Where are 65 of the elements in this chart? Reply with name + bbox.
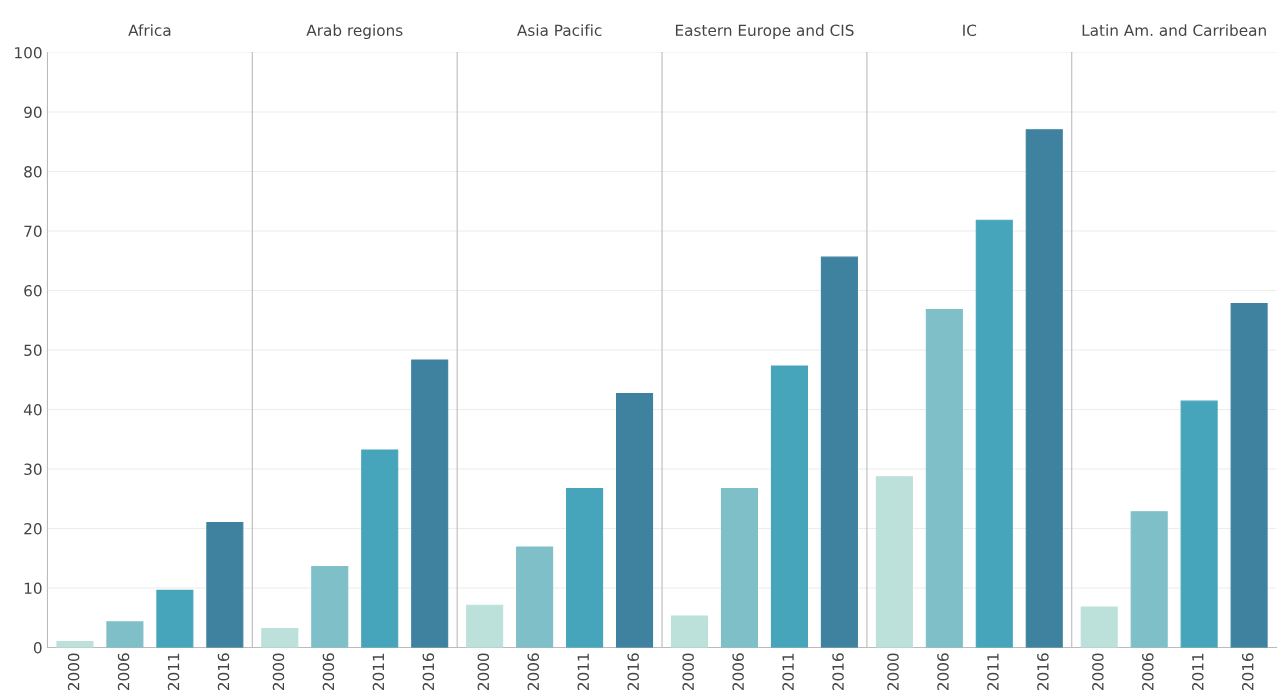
- x-tick-label: 2016: [217, 653, 230, 691]
- bar: [616, 392, 654, 648]
- bar: [156, 589, 194, 648]
- chart-title: Latin Am. and Carribean: [1082, 24, 1266, 37]
- bar: [411, 359, 449, 648]
- chart-title: IC: [963, 24, 977, 37]
- x-tick-label: 2006: [322, 653, 335, 691]
- y-tick-label: 100: [15, 46, 42, 59]
- y-tick-label: 20: [24, 522, 42, 535]
- chart-title: Africa: [128, 24, 171, 37]
- y-tick-label: 0: [33, 641, 42, 654]
- x-tick-label: 2016: [832, 653, 844, 691]
- bar: [1025, 129, 1063, 648]
- bar: [720, 488, 759, 648]
- y-tick-label: 60: [24, 284, 42, 297]
- x-tick-label: 2006: [937, 653, 949, 691]
- x-tick-label: 2006: [1142, 653, 1154, 691]
- x-tick-label: 2000: [682, 653, 694, 691]
- x-tick-label: 2000: [477, 653, 490, 691]
- bar: [770, 365, 808, 648]
- y-tick-label: 70: [24, 225, 42, 238]
- bar: [1180, 400, 1218, 648]
- x-tick-label: 2000: [67, 653, 80, 691]
- bar: [516, 546, 554, 648]
- bar: [670, 615, 709, 648]
- bar: [1230, 303, 1268, 648]
- x-tick-label: 2000: [1092, 653, 1104, 691]
- x-tick-label: 2006: [117, 653, 130, 691]
- x-tick-label: 2011: [1192, 653, 1204, 691]
- x-tick-label: 2006: [732, 653, 744, 691]
- chart-title: Asia Pacific: [517, 24, 602, 37]
- bar: [261, 627, 299, 648]
- y-tick-label: 80: [24, 165, 42, 178]
- bar: [1130, 511, 1168, 648]
- y-tick-label: 90: [24, 106, 42, 119]
- y-tick-label: 10: [24, 582, 42, 595]
- x-tick-label: 2016: [627, 653, 639, 691]
- bar: [466, 604, 504, 648]
- x-tick-label: 2016: [1037, 653, 1049, 691]
- bar: [875, 476, 913, 648]
- x-tick-label: 2011: [167, 653, 180, 691]
- y-tick-label: 40: [23, 403, 42, 416]
- x-tick-label: 2011: [782, 653, 794, 691]
- bar: [311, 566, 349, 648]
- chart-title: Eastern Europe and CIS: [675, 24, 854, 40]
- x-tick-label: 2011: [987, 653, 999, 691]
- chart-title: Arab regions: [306, 24, 403, 40]
- bar: [56, 640, 94, 648]
- bar: [566, 488, 604, 648]
- bar: [106, 621, 144, 648]
- bar: [206, 521, 244, 648]
- x-tick-label: 2006: [527, 653, 540, 691]
- bar: [820, 256, 858, 648]
- bar: [1080, 606, 1118, 648]
- x-tick-label: 2016: [1241, 653, 1254, 691]
- bar: [975, 219, 1013, 648]
- x-tick-label: 2000: [272, 653, 285, 691]
- x-tick-label: 2011: [577, 653, 590, 691]
- bar: [925, 308, 963, 648]
- y-tick-label: 50: [24, 344, 42, 357]
- x-tick-label: 2011: [372, 653, 385, 691]
- x-tick-label: 2016: [422, 653, 435, 691]
- bar: [361, 449, 399, 648]
- x-tick-label: 2000: [887, 653, 899, 691]
- y-tick-label: 30: [24, 463, 42, 476]
